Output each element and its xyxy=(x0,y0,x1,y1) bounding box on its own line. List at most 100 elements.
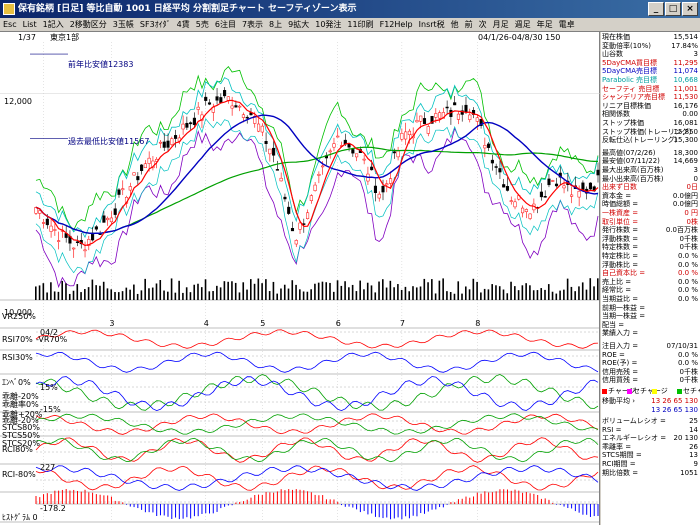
legend-label: セチャージ xyxy=(633,387,668,395)
candle-body xyxy=(128,186,132,191)
volume-bar xyxy=(283,284,286,300)
toolbar-button[interactable]: 2移動区分 xyxy=(69,20,107,29)
toolbar-button[interactable]: 3玉帳 xyxy=(112,20,134,29)
toolbar-button[interactable]: List xyxy=(22,20,37,29)
toolbar-button[interactable]: Esc xyxy=(3,20,17,29)
volume-bar xyxy=(80,292,82,300)
legend-swatch xyxy=(627,388,632,394)
toolbar-button[interactable]: F12Help xyxy=(379,20,413,29)
info-key: 現在株価 xyxy=(602,33,630,41)
chart-area[interactable]: 334455667788 1/37 東京1部 04/1/26-04/8/30 1… xyxy=(0,32,600,525)
toolbar-button[interactable]: 6注目 xyxy=(214,20,236,29)
volume-bar xyxy=(404,286,407,300)
toolbar-button[interactable]: 5売 xyxy=(195,20,209,29)
candle-body xyxy=(509,200,513,202)
candle-body xyxy=(351,149,355,154)
candle-body xyxy=(287,206,291,214)
toolbar-button[interactable]: 前 xyxy=(464,20,473,29)
toolbar-button[interactable]: 次 xyxy=(478,20,487,29)
toolbar-button[interactable]: 9拡大 xyxy=(288,20,310,29)
candle-body xyxy=(502,184,506,188)
volume-bar xyxy=(208,291,211,300)
toolbar-button[interactable]: 1記入 xyxy=(42,20,64,29)
candle-body xyxy=(189,122,193,125)
info-row: 信用売残 = 0千株 xyxy=(602,368,699,377)
param-value[interactable]: 25 xyxy=(689,417,698,425)
param-value[interactable]: 1051 xyxy=(680,468,698,477)
close-button[interactable]: × xyxy=(682,2,698,16)
param-value[interactable]: 26 xyxy=(689,442,698,451)
volume-bar xyxy=(317,282,320,300)
candle-body xyxy=(41,222,46,224)
volume-bar xyxy=(419,286,422,300)
toolbar-button[interactable]: 週足 xyxy=(514,20,531,29)
info-value: 3 xyxy=(693,50,698,59)
volume-bar xyxy=(204,279,207,300)
toolbar-button[interactable]: 8上 xyxy=(269,20,283,29)
info-row: 業績入力 = xyxy=(602,329,699,338)
candle-body xyxy=(72,247,76,250)
ma-periods-2[interactable]: 13 26 65 130 xyxy=(651,406,698,414)
volume-bar xyxy=(453,293,456,300)
volume-bar xyxy=(287,288,290,300)
info-key: 最安値(07/11/22) xyxy=(602,157,660,166)
toolbar-button[interactable]: 電卓 xyxy=(558,20,575,29)
toolbar-button[interactable]: 11印刷 xyxy=(347,20,374,29)
volume-bar xyxy=(514,286,516,300)
candle-body xyxy=(430,115,434,124)
candle-body xyxy=(373,185,378,194)
toolbar-button[interactable]: 年足 xyxy=(536,20,553,29)
month-label: 8 xyxy=(475,319,480,328)
candle-body xyxy=(226,96,230,101)
info-value: 17.84% xyxy=(671,41,698,50)
info-row: 資本金 = 0.0億円 xyxy=(602,192,699,201)
volume-bar xyxy=(310,289,312,300)
ma-periods[interactable]: 13 26 65 130 xyxy=(651,397,698,405)
candle-body xyxy=(434,113,438,118)
maximize-button[interactable]: □ xyxy=(665,2,681,16)
info-key: 資本金 = xyxy=(602,191,632,200)
indicator-label: ｴﾝﾍﾞ0% xyxy=(2,378,31,387)
volume-bar xyxy=(332,291,335,300)
param-value[interactable]: 14 xyxy=(689,425,698,434)
candle-body xyxy=(143,163,147,169)
price-tick-12000: 12,000 xyxy=(4,97,32,106)
toolbar-button[interactable]: 月足 xyxy=(492,20,509,29)
param-value[interactable]: 20 130 xyxy=(673,434,699,443)
month-label: 5 xyxy=(260,319,265,328)
info-row: 特定株数 = 0千株 xyxy=(602,243,699,252)
candle-body xyxy=(106,217,110,221)
param-value[interactable]: 9 xyxy=(693,460,698,468)
toolbar-button[interactable]: 7表示 xyxy=(241,20,264,29)
toolbar-button[interactable]: Insrt税 xyxy=(418,20,445,29)
toolbar-button[interactable]: 4賃 xyxy=(176,20,190,29)
info-row: 最安値(07/11/22) 14,669 xyxy=(602,157,699,166)
deviation-line xyxy=(35,413,599,435)
info-value: 0.0 % xyxy=(677,350,698,359)
info-row: 相関係数 0.00 xyxy=(602,110,699,119)
month-label: 4 xyxy=(204,319,209,328)
ma-row: 移動平均 › 13 26 65 130 xyxy=(602,397,699,406)
toolbar-button[interactable]: 10発注 xyxy=(315,20,342,29)
volume-bar xyxy=(42,283,45,300)
info-value: 16,176 xyxy=(673,101,699,110)
volume-bar xyxy=(570,286,573,300)
candle-body xyxy=(83,249,87,252)
volume-bar xyxy=(110,289,113,300)
param-value[interactable]: 13 xyxy=(689,451,698,460)
candle-body xyxy=(389,178,393,184)
toolbar-button[interactable]: SF3ｵｲﾀﾞ xyxy=(139,20,171,29)
candle-body xyxy=(479,118,483,126)
info-row: シャンデリア売目標 11,530 xyxy=(602,93,699,102)
info-value: 0千株 xyxy=(679,234,698,243)
param-key: STCS期間 = xyxy=(602,451,642,460)
minimize-button[interactable]: _ xyxy=(648,2,664,16)
info-key: 5DayCMA買目標 xyxy=(602,58,657,67)
param-row: ボリュームレシオ = 25 xyxy=(602,417,699,426)
candle-body xyxy=(207,102,212,105)
info-key: 出来ず日数 xyxy=(602,183,637,192)
indicator-label: 乖離+20% xyxy=(2,410,43,419)
candle-body xyxy=(422,118,427,124)
toolbar-button[interactable]: 他 xyxy=(450,20,459,29)
info-row: 最小出来高(百万株) 0 xyxy=(602,175,699,184)
